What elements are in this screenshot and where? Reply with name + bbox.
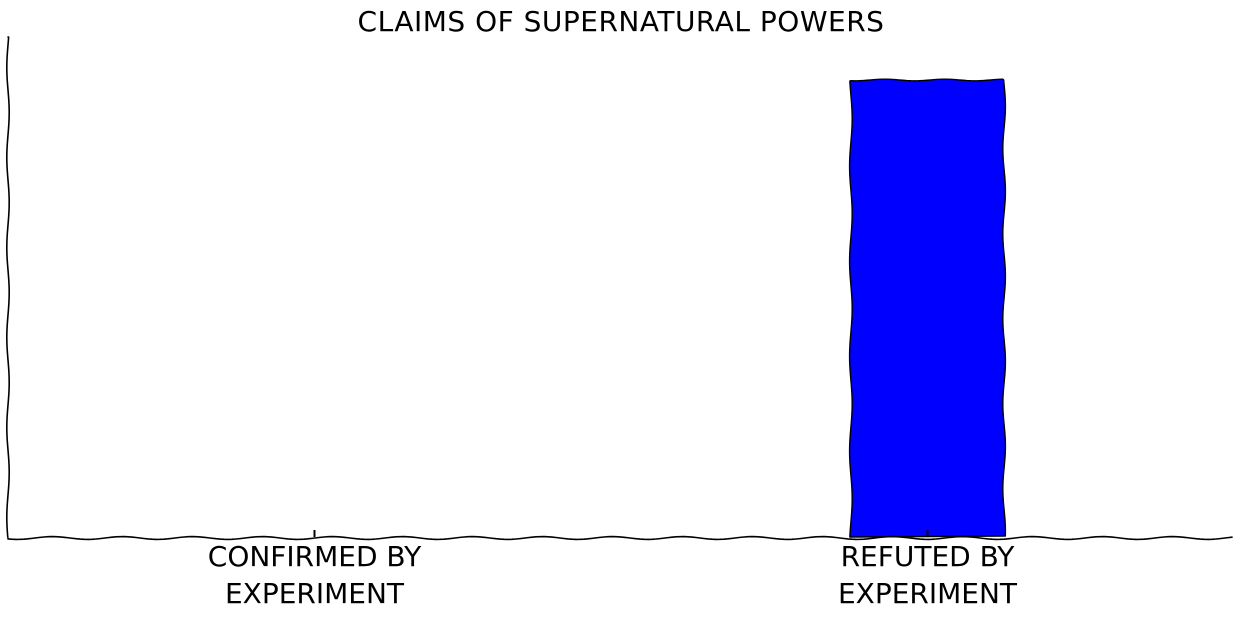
bar-1 — [848, 78, 1007, 538]
y-axis-line — [6, 36, 10, 538]
x-tick-labels-group: CONFIRMED BY EXPERIMENT REFUTED BY EXPERIME… — [208, 540, 1018, 610]
chart-title: CLAIMS OF SUPERNATURAL POWERS — [358, 5, 885, 38]
x-tick-label-1-line-0: REFUTED BY — [841, 540, 1016, 573]
x-tick-label-0-line-1: EXPERIMENT — [225, 577, 405, 610]
bars-group — [848, 78, 1007, 538]
x-ticks-group — [313, 530, 929, 537]
x-axis-line — [7, 535, 1233, 541]
x-tick-label-0-line-0: CONFIRMED BY — [208, 540, 422, 573]
x-tick-label-1-line-1: EXPERIMENT — [838, 577, 1018, 610]
